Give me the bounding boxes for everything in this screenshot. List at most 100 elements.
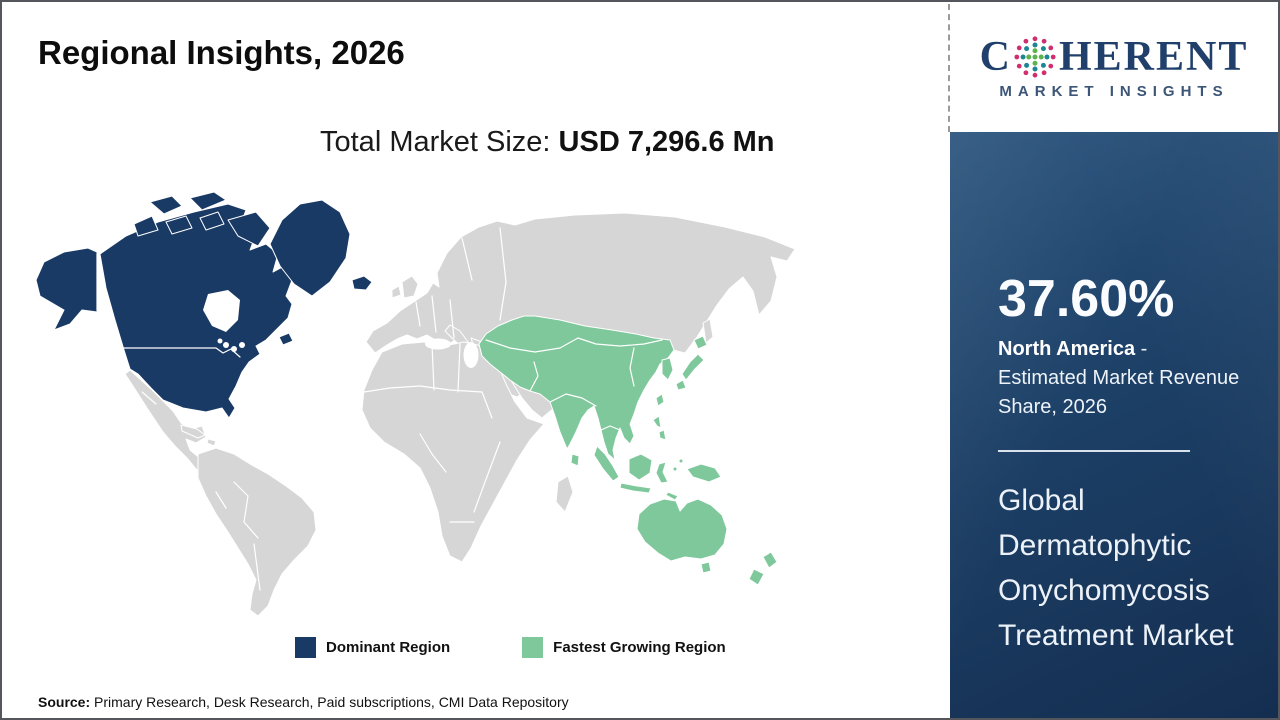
legend-item-fastest: Fastest Growing Region (522, 637, 726, 658)
panel-divider (998, 449, 1190, 452)
globe-dots-icon (1014, 35, 1056, 78)
map-legend: Dominant Region Fastest Growing Region (295, 637, 726, 658)
market-name: Global Dermatophytic Onychomycosis Treat… (998, 483, 1234, 652)
region-java (619, 482, 652, 494)
region-moluccas (672, 466, 678, 472)
region-mexico-central-america (124, 369, 212, 478)
logo-prefix: C (979, 33, 1012, 80)
region-taiwan (655, 393, 665, 407)
dashed-divider (948, 4, 950, 132)
source-line: Source: Primary Research, Desk Research,… (38, 694, 569, 710)
africa-border (419, 433, 447, 473)
ural-border (499, 227, 507, 321)
region-baffin-island (227, 211, 271, 247)
share-caption-text: - Estimated Market Revenue Share, 2026 (998, 337, 1240, 418)
region-alaska (35, 247, 98, 331)
market-share-value: 37.60% (998, 270, 1175, 328)
region-sakhalin (702, 318, 714, 344)
region-philippines (652, 415, 662, 429)
region-korea (661, 357, 674, 381)
share-region: North America (998, 337, 1136, 360)
arctic-island (149, 195, 183, 215)
logo-suffix: HERENT (1058, 33, 1249, 80)
dominant-region-label: Dominant Region (326, 639, 451, 656)
region-south-america (197, 447, 317, 617)
arctic-island (189, 192, 227, 211)
great-lakes (217, 338, 223, 344)
total-market-size-label: Total Market Size: (320, 126, 559, 158)
africa-border (473, 441, 501, 513)
south-america-border (253, 543, 261, 591)
arctic-island (165, 215, 193, 235)
total-market-size-value: USD 7,296.6 Mn (558, 126, 775, 158)
great-lakes (223, 342, 229, 348)
china-border (629, 347, 635, 387)
fastest-growing-region-label: Fastest Growing Region (553, 639, 726, 656)
indochina-border (600, 425, 621, 431)
logo-tagline: MARKET INSIGHTS (999, 82, 1229, 100)
page-title: Regional Insights, 2026 (38, 34, 405, 71)
total-market-size: Total Market Size: USD 7,296.6 Mn (320, 126, 775, 159)
hudson-bay (203, 290, 240, 332)
region-iceland (351, 275, 373, 291)
us-canada-border (121, 347, 241, 358)
region-japan-honshu (681, 353, 705, 381)
region-new-zealand (762, 551, 778, 569)
logo: C HERENT MARKET INSIGHTS (950, 2, 1278, 132)
caspian-sea (463, 342, 479, 368)
region-new-guinea (686, 463, 722, 483)
source-label: Source: (38, 694, 91, 710)
great-lakes (239, 342, 245, 348)
market-share-caption: North America - Estimated Market Revenue… (998, 335, 1240, 422)
region-hispaniola (206, 438, 217, 447)
scandinavia-border (461, 237, 473, 281)
world-map (35, 192, 796, 617)
africa-border (481, 391, 493, 419)
region-sri-lanka (570, 453, 580, 467)
mongolia-border (577, 337, 663, 347)
water-bodies (203, 290, 479, 368)
africa-border (431, 343, 435, 391)
region-north-america (35, 192, 373, 419)
country-borders (96, 227, 663, 591)
region-uk (401, 275, 419, 299)
region-borneo (628, 453, 653, 481)
africa-border (363, 385, 483, 393)
source-text: Primary Research, Desk Research, Paid su… (90, 694, 569, 710)
himalaya-border (549, 393, 597, 407)
region-tasmania (700, 561, 712, 574)
kazakhstan-border (485, 337, 579, 353)
region-cuba (180, 424, 206, 439)
black-sea (425, 338, 451, 350)
region-asia-pacific (478, 315, 778, 586)
africa-border (457, 343, 461, 393)
central-asia-border (529, 361, 539, 392)
region-japan-hokkaido (693, 335, 708, 350)
region-moluccas (678, 458, 684, 464)
region-sulawesi (655, 461, 669, 484)
region-sumatra (593, 445, 620, 482)
logo-wordmark: C HERENT (980, 35, 1249, 79)
region-timor (665, 491, 679, 501)
region-ireland (391, 285, 402, 299)
stats-panel: 37.60% North America - Estimated Market … (950, 132, 1278, 718)
region-madagascar (555, 475, 574, 513)
legend-item-dominant: Dominant Region (295, 637, 450, 658)
region-new-zealand (748, 568, 765, 586)
arctic-island (199, 211, 225, 231)
arctic-island (133, 215, 159, 237)
landmass-other-regions (124, 212, 796, 617)
mexico-border (141, 391, 157, 405)
region-greenland (269, 199, 351, 297)
region-japan-kyushu (675, 379, 687, 391)
europe-border (449, 299, 455, 339)
dominant-region-swatch (295, 637, 316, 658)
europe-border (415, 301, 421, 327)
fastest-growing-region-swatch (522, 637, 544, 658)
south-america-border (233, 481, 259, 539)
region-australia (636, 498, 728, 562)
europe-border (431, 295, 437, 333)
south-america-border (215, 491, 227, 509)
region-asia-mainland (478, 315, 675, 461)
